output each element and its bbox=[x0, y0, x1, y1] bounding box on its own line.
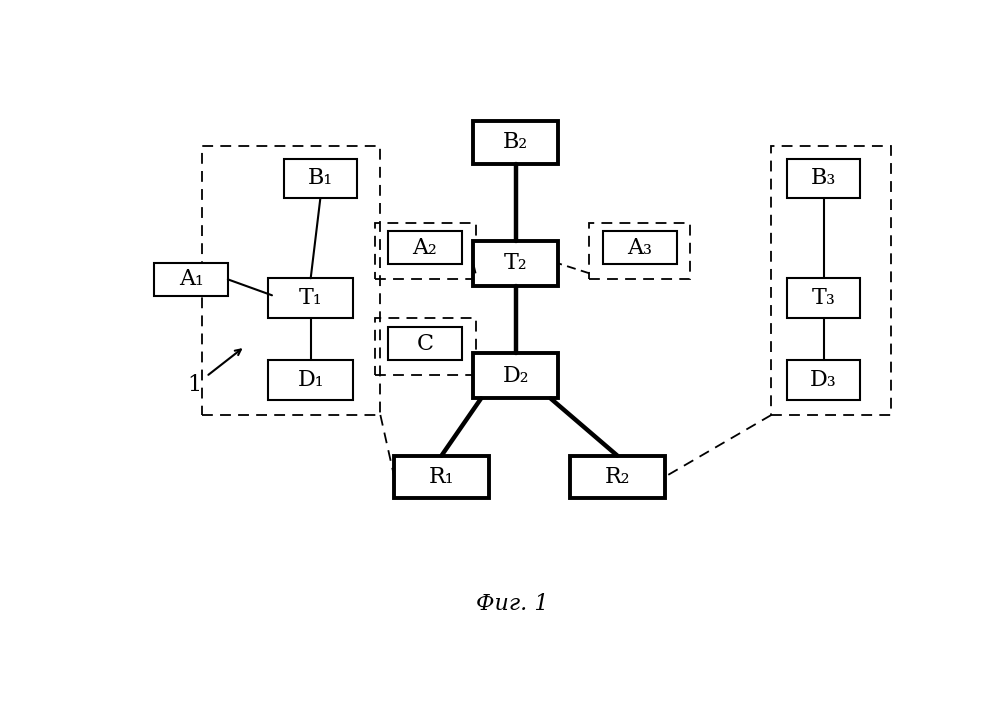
Bar bbox=[388, 327, 462, 360]
Text: B₁: B₁ bbox=[308, 168, 333, 190]
Bar bbox=[771, 146, 891, 415]
Bar bbox=[202, 146, 381, 415]
Text: R₂: R₂ bbox=[604, 466, 630, 488]
Text: A₂: A₂ bbox=[413, 237, 438, 259]
Bar bbox=[388, 231, 462, 264]
Text: C: C bbox=[417, 332, 434, 354]
Text: T₃: T₃ bbox=[811, 287, 835, 309]
Bar bbox=[787, 278, 860, 318]
Bar bbox=[474, 120, 558, 163]
Bar bbox=[395, 456, 489, 498]
Bar bbox=[474, 354, 558, 399]
Text: A₃: A₃ bbox=[627, 237, 652, 259]
Text: R₁: R₁ bbox=[429, 466, 455, 488]
Text: A₁: A₁ bbox=[179, 268, 204, 290]
Bar bbox=[375, 318, 476, 376]
Bar bbox=[589, 222, 690, 279]
Bar bbox=[570, 456, 664, 498]
Bar bbox=[474, 241, 558, 286]
Bar bbox=[787, 360, 860, 399]
Bar bbox=[603, 231, 677, 264]
Bar bbox=[787, 158, 860, 198]
Text: D₃: D₃ bbox=[810, 369, 837, 391]
Text: 1: 1 bbox=[188, 374, 202, 396]
Bar bbox=[375, 222, 476, 279]
Bar bbox=[268, 360, 354, 399]
Bar bbox=[268, 278, 354, 318]
Text: B₃: B₃ bbox=[811, 168, 836, 190]
Bar bbox=[284, 158, 358, 198]
Text: T₂: T₂ bbox=[504, 252, 527, 275]
Text: B₂: B₂ bbox=[503, 131, 528, 153]
Text: T₁: T₁ bbox=[299, 287, 323, 309]
Text: D₁: D₁ bbox=[298, 369, 324, 391]
Bar bbox=[154, 263, 228, 296]
Text: Фиг. 1: Фиг. 1 bbox=[476, 593, 548, 615]
Text: D₂: D₂ bbox=[502, 365, 529, 387]
